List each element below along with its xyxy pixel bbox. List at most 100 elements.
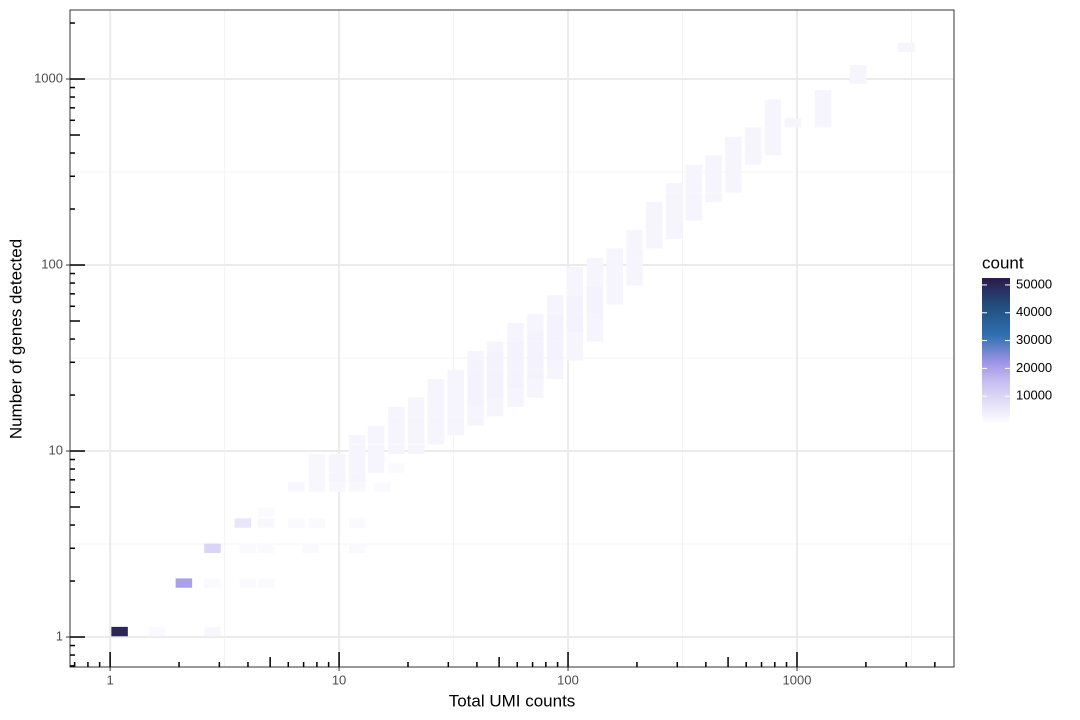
bin [507, 360, 524, 370]
bin [348, 463, 366, 473]
bin [427, 379, 445, 389]
bin [111, 626, 128, 637]
bin [427, 388, 445, 398]
bin [328, 472, 346, 483]
bin [586, 267, 604, 277]
bin [308, 518, 326, 528]
bin [486, 360, 504, 370]
bin [626, 267, 643, 277]
bin [388, 444, 405, 455]
x-tick-label: 10 [332, 672, 346, 687]
colorbar-label: 20000 [1016, 360, 1052, 375]
bin [606, 257, 624, 268]
bin [204, 578, 221, 588]
bin [427, 397, 445, 407]
bin [427, 416, 445, 426]
bin [547, 341, 564, 352]
bin [814, 99, 832, 109]
y-axis-title: Number of genes detected [6, 239, 25, 439]
bin [257, 543, 275, 553]
bin [348, 435, 366, 445]
colorbar-label: 30000 [1016, 332, 1052, 347]
bin [665, 229, 683, 240]
bin [566, 285, 584, 296]
bin [388, 406, 405, 417]
bin [507, 341, 524, 352]
bin [527, 341, 544, 352]
bin [447, 416, 464, 426]
bin [374, 482, 391, 492]
bin [527, 369, 544, 380]
bin [744, 155, 762, 165]
bin [507, 323, 524, 333]
bin [447, 369, 464, 380]
bin [367, 425, 385, 436]
bin [606, 248, 624, 258]
bin [784, 118, 802, 128]
bin [447, 388, 464, 398]
bin [467, 369, 484, 380]
bin [486, 406, 504, 417]
bin [507, 388, 524, 398]
bin [348, 543, 366, 553]
bin [646, 211, 663, 221]
bin [814, 108, 832, 119]
bin [646, 201, 663, 212]
bin [606, 285, 624, 296]
bin [367, 453, 385, 464]
bin [348, 518, 366, 528]
bin [388, 425, 405, 436]
bin [566, 351, 584, 361]
y-tick-label: 10 [49, 442, 63, 457]
bin [685, 201, 702, 212]
bin [606, 276, 624, 286]
bin [447, 406, 464, 417]
bin [486, 388, 504, 398]
bin [308, 453, 326, 464]
bin [764, 136, 782, 147]
bin [547, 313, 564, 324]
bin [725, 145, 742, 156]
bin [586, 257, 604, 268]
bin [467, 388, 484, 398]
bin [348, 472, 366, 483]
bin [646, 229, 663, 240]
bin [849, 74, 867, 84]
bin [427, 425, 445, 436]
bin [507, 379, 524, 389]
bin [407, 425, 425, 436]
colorbar-label: 50000 [1016, 276, 1052, 291]
bin [764, 145, 782, 156]
bin [586, 313, 604, 324]
bin [606, 267, 624, 277]
bin [586, 285, 604, 296]
bin [507, 397, 524, 407]
bin [764, 118, 782, 128]
bin [447, 397, 464, 407]
bin [328, 482, 346, 492]
bin [725, 173, 742, 184]
bin [467, 397, 484, 407]
bin [705, 192, 722, 203]
bin [507, 369, 524, 380]
bin [239, 578, 257, 588]
bin [467, 360, 484, 370]
bin [566, 304, 584, 314]
bin [626, 248, 643, 258]
bin [566, 295, 584, 305]
bin [725, 183, 742, 193]
bin [407, 416, 425, 426]
bin [685, 183, 702, 193]
bin [427, 406, 445, 417]
bin [234, 518, 252, 528]
bin [626, 239, 643, 249]
bin [849, 65, 867, 75]
bin [547, 360, 564, 370]
bin [257, 518, 275, 528]
bin [665, 201, 683, 212]
bin [814, 90, 832, 100]
x-tick-label: 1000 [783, 672, 812, 687]
bin [367, 435, 385, 445]
bin [665, 192, 683, 203]
bin [388, 463, 405, 473]
